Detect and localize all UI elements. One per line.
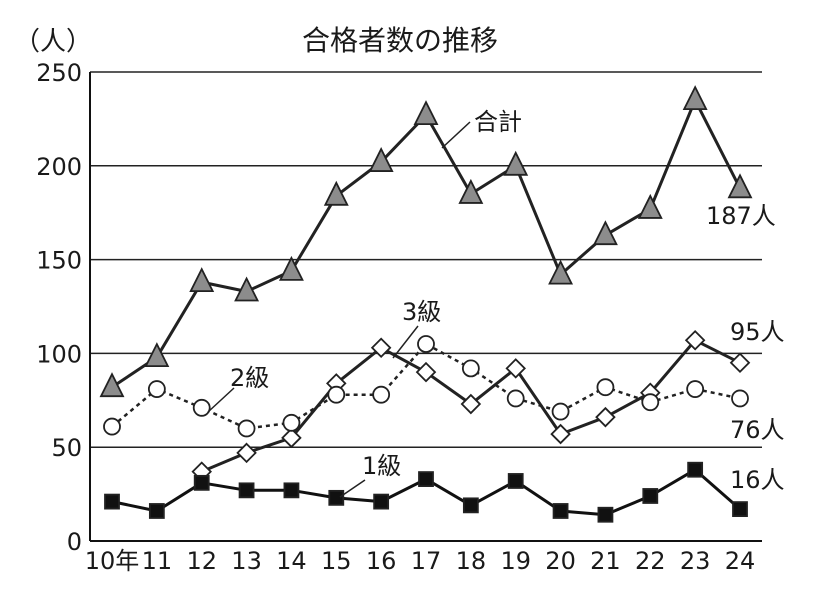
x-tick-label-6: 16 <box>366 547 397 575</box>
point-total-3 <box>234 276 260 302</box>
point-grade2-1 <box>147 380 166 398</box>
point-total-9 <box>503 150 529 176</box>
point-grade2-4 <box>282 413 301 432</box>
end-label-grade1: 16人 <box>730 466 785 494</box>
x-tick-label-13: 23 <box>680 547 711 575</box>
point-grade1-13 <box>687 461 704 478</box>
series-line-grade2 <box>111 342 741 430</box>
point-grade1-10 <box>552 503 569 519</box>
y-tick-label-50: 50 <box>51 434 82 462</box>
point-grade2-7 <box>417 335 435 353</box>
axes <box>89 72 762 542</box>
point-grade1-11 <box>597 506 614 523</box>
point-grade2-6 <box>372 385 391 404</box>
x-tick-label-14: 24 <box>725 547 756 575</box>
point-grade3-7 <box>415 361 437 383</box>
point-grade1-14 <box>732 501 748 518</box>
point-total-4 <box>278 255 304 281</box>
point-total-0 <box>99 372 125 398</box>
x-tick-label-7: 17 <box>411 547 442 575</box>
series-markers <box>99 85 753 523</box>
point-grade2-10 <box>551 402 570 421</box>
y-tick-label-200: 200 <box>36 153 82 181</box>
point-grade1-7 <box>418 471 434 487</box>
point-grade2-13 <box>686 380 705 398</box>
point-grade2-2 <box>192 398 211 417</box>
y-tick-labels: 0 50 100 150 200 250 <box>36 59 82 556</box>
end-label-grade3: 95人 <box>730 318 785 346</box>
point-grade3-9 <box>505 358 526 379</box>
series-name-total: 合計 <box>474 108 522 136</box>
x-tick-label-11: 21 <box>590 547 621 575</box>
chart-title: 合格者数の推移 <box>302 24 498 57</box>
series-name-grade3: 3級 <box>402 298 441 326</box>
x-tick-label-2: 12 <box>186 547 217 575</box>
point-total-14 <box>727 173 753 199</box>
point-grade1-4 <box>283 482 300 499</box>
point-grade1-3 <box>238 482 255 499</box>
point-grade3-14 <box>729 352 751 374</box>
series-leader-grade1 <box>339 479 366 498</box>
x-tick-label-0: 10年 <box>85 547 140 575</box>
point-grade3-11 <box>595 406 616 428</box>
point-grade2-9 <box>506 389 525 408</box>
series-leader-grade2 <box>207 387 235 413</box>
y-tick-label-150: 150 <box>36 247 82 275</box>
series-name-grade1: 1級 <box>362 452 401 480</box>
point-total-11 <box>592 220 618 246</box>
point-grade1-2 <box>193 474 210 491</box>
y-axis-unit-label: （人） <box>14 27 92 57</box>
point-total-2 <box>189 267 215 293</box>
point-grade3-3 <box>236 442 257 464</box>
x-tick-label-4: 14 <box>276 547 307 575</box>
end-label-total: 187人 <box>706 202 776 230</box>
point-total-1 <box>144 342 170 368</box>
point-total-10 <box>548 259 574 285</box>
gridlines <box>90 71 762 448</box>
x-tick-label-5: 15 <box>321 547 352 575</box>
point-grade2-11 <box>596 378 615 397</box>
point-total-8 <box>458 178 484 204</box>
point-grade1-0 <box>104 493 120 510</box>
x-tick-label-10: 20 <box>545 547 576 575</box>
point-total-12 <box>637 193 663 219</box>
x-tick-label-12: 22 <box>635 547 666 575</box>
x-tick-label-9: 19 <box>500 547 531 575</box>
point-total-13 <box>682 85 708 111</box>
point-grade1-1 <box>148 503 165 519</box>
x-tick-label-8: 18 <box>456 547 487 575</box>
point-grade2-5 <box>327 385 346 404</box>
point-grade3-4 <box>281 427 302 449</box>
point-grade1-5 <box>328 489 345 506</box>
point-grade2-14 <box>731 389 749 408</box>
series-labels: 合計 3級 2級 1級 187人 95人 76人 16人 <box>207 108 785 498</box>
point-grade3-8 <box>460 393 482 415</box>
series-leader-total <box>441 121 471 149</box>
point-grade1-6 <box>373 493 390 510</box>
point-grade1-12 <box>642 488 659 504</box>
point-grade2-3 <box>237 419 256 438</box>
y-tick-label-250: 250 <box>36 59 82 87</box>
series-leader-grade3 <box>392 325 419 359</box>
point-grade1-9 <box>507 473 524 489</box>
point-grade2-0 <box>103 417 121 436</box>
y-tick-label-0: 0 <box>67 528 82 556</box>
point-grade3-13 <box>684 329 706 351</box>
end-label-grade2: 76人 <box>730 416 785 444</box>
series-name-grade2: 2級 <box>230 364 269 392</box>
x-tick-label-3: 13 <box>231 547 262 575</box>
point-total-6 <box>368 147 394 172</box>
point-grade1-8 <box>462 497 479 514</box>
y-tick-label-100: 100 <box>36 340 82 368</box>
point-grade3-6 <box>370 337 392 359</box>
point-grade2-8 <box>461 359 480 378</box>
x-tick-label-1: 11 <box>142 547 173 575</box>
x-tick-labels: 10年 11 12 13 14 15 16 17 18 19 20 21 22 23 24 <box>85 547 756 575</box>
point-grade2-12 <box>641 393 660 412</box>
point-total-5 <box>323 180 349 206</box>
point-total-7 <box>413 100 439 126</box>
point-grade3-10 <box>550 423 571 445</box>
